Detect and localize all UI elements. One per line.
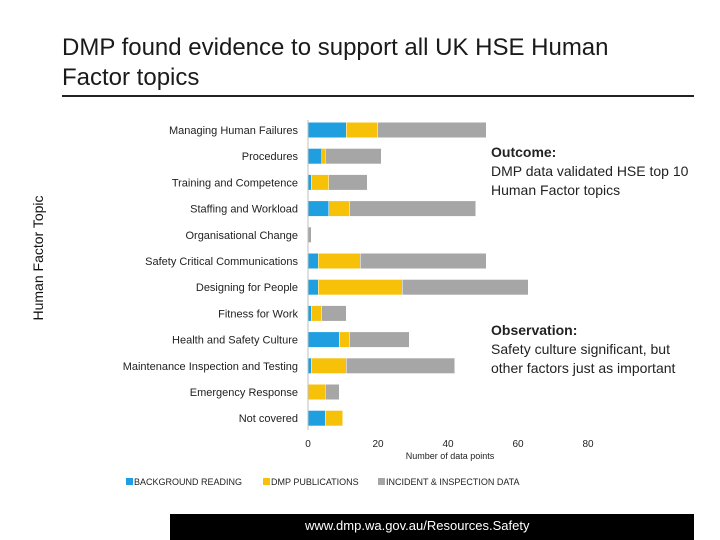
footer-background xyxy=(170,514,694,540)
category-label: Maintenance Inspection and Testing xyxy=(123,361,298,373)
legend-swatch xyxy=(263,478,270,485)
category-label: Safety Critical Communications xyxy=(145,256,298,268)
bar-segment xyxy=(339,332,350,348)
legend-swatch xyxy=(378,478,385,485)
bar-segment xyxy=(308,253,319,269)
x-tick-label: 40 xyxy=(442,439,454,450)
observation-text: Safety culture significant, but other fa… xyxy=(491,341,676,376)
observation-heading: Observation: xyxy=(491,322,578,338)
legend-swatch xyxy=(126,478,133,485)
bar-segment xyxy=(402,279,529,295)
bar-segment xyxy=(325,384,340,400)
bar-segment xyxy=(308,358,312,374)
legend-label: DMP PUBLICATIONS xyxy=(271,477,359,487)
category-label: Not covered xyxy=(239,413,298,425)
category-label: Health and Safety Culture xyxy=(172,335,298,347)
bar-segment xyxy=(308,148,322,164)
category-label: Organisational Change xyxy=(185,230,298,242)
bar-segment xyxy=(346,358,455,374)
x-axis-title: Number of data points xyxy=(406,451,495,461)
bar-segment xyxy=(308,122,347,138)
category-label: Staffing and Workload xyxy=(190,204,298,216)
bar-segment xyxy=(350,332,410,348)
bar-segment xyxy=(322,305,347,321)
bar-segment xyxy=(308,201,329,217)
bar-segment xyxy=(322,148,326,164)
x-tick-label: 0 xyxy=(305,439,311,450)
bar-segment xyxy=(329,201,350,217)
legend-label: BACKGROUND READING xyxy=(134,477,242,487)
bar-segment xyxy=(311,305,322,321)
category-label: Procedures xyxy=(242,151,299,163)
bar-segment xyxy=(308,279,319,295)
x-tick-label: 20 xyxy=(372,439,384,450)
bar-segment xyxy=(318,279,403,295)
bar-segment xyxy=(308,384,326,400)
bar-segment xyxy=(325,148,382,164)
bar-segment xyxy=(308,227,312,243)
category-label: Designing for People xyxy=(196,282,298,294)
slide-title: DMP found evidence to support all UK HSE… xyxy=(62,34,609,91)
bar-segment xyxy=(308,332,340,348)
bar-segment xyxy=(378,122,487,138)
category-label: Emergency Response xyxy=(190,387,298,399)
bar-segment xyxy=(308,174,312,190)
outcome-heading: Outcome: xyxy=(491,144,557,160)
bar-segment xyxy=(325,410,343,426)
bar-segment xyxy=(350,201,476,217)
bar-segment xyxy=(311,174,329,190)
outcome-text: DMP data validated HSE top 10 Human Fact… xyxy=(491,163,689,198)
legend-label: INCIDENT & INSPECTION DATA xyxy=(386,477,520,487)
category-label: Fitness for Work xyxy=(218,308,298,320)
footer-url[interactable]: www.dmp.wa.gov.au/Resources.Safety xyxy=(305,518,530,533)
category-label: Training and Competence xyxy=(172,177,298,189)
footer-bar: www.dmp.wa.gov.au/Resources.Safety xyxy=(0,514,720,540)
x-tick-label: 80 xyxy=(582,439,594,450)
title-underline xyxy=(62,95,694,97)
outcome-callout: Outcome: DMP data validated HSE top 10 H… xyxy=(491,143,701,200)
bar-segment xyxy=(308,305,312,321)
x-tick-label: 60 xyxy=(512,439,524,450)
observation-callout: Observation: Safety culture significant,… xyxy=(491,321,701,378)
bar-segment xyxy=(360,253,487,269)
bar-segment xyxy=(329,174,368,190)
bar-segment xyxy=(311,358,347,374)
category-label: Managing Human Failures xyxy=(169,125,299,137)
bar-segment xyxy=(318,253,361,269)
bar-segment xyxy=(346,122,378,138)
bar-segment xyxy=(308,410,326,426)
